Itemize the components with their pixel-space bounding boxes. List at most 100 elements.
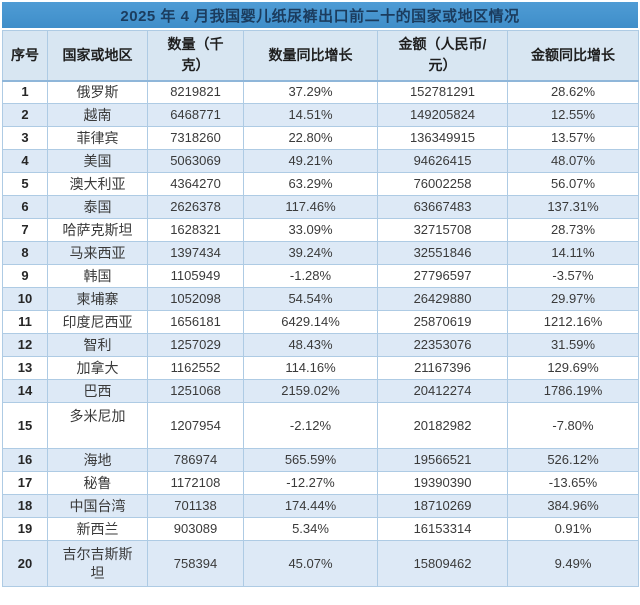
amount-yoy-cell: 31.59% <box>507 333 639 357</box>
col-header-amount-yoy: 金额同比增长 <box>507 30 639 82</box>
amount-cell: 76002258 <box>377 172 508 196</box>
table-row: 8 马来西亚 1397434 39.24% 32551846 14.11% <box>2 241 639 265</box>
index-cell: 10 <box>2 287 48 311</box>
quantity-cell: 1162552 <box>147 356 244 380</box>
index-cell: 4 <box>2 149 48 173</box>
amount-cell: 16153314 <box>377 517 508 541</box>
amount-yoy-cell: 12.55% <box>507 103 639 127</box>
country-cell: 泰国 <box>47 195 148 219</box>
country-cell: 巴西 <box>47 379 148 403</box>
table-row: 10 柬埔寨 1052098 54.54% 26429880 29.97% <box>2 287 639 311</box>
amount-cell: 19566521 <box>377 448 508 472</box>
amount-cell: 26429880 <box>377 287 508 311</box>
country-cell: 秘鲁 <box>47 471 148 495</box>
header-row: 序号 国家或地区 数量（千 克） 数量同比增长 金额（人民币/ 元） 金额同比增… <box>2 30 639 82</box>
country-cell: 中国台湾 <box>47 494 148 518</box>
amount-yoy-cell: 28.73% <box>507 218 639 242</box>
amount-cell: 27796597 <box>377 264 508 288</box>
table-row: 1 俄罗斯 8219821 37.29% 152781291 28.62% <box>2 80 639 104</box>
col-header-quantity-yoy: 数量同比增长 <box>243 30 378 82</box>
quantity-yoy-cell: -12.27% <box>243 471 378 495</box>
table-row: 4 美国 5063069 49.21% 94626415 48.07% <box>2 149 639 173</box>
quantity-yoy-cell: -1.28% <box>243 264 378 288</box>
amount-cell: 152781291 <box>377 80 508 104</box>
country-cell: 智利 <box>47 333 148 357</box>
country-cell: 加拿大 <box>47 356 148 380</box>
table-row: 19 新西兰 903089 5.34% 16153314 0.91% <box>2 517 639 541</box>
index-cell: 9 <box>2 264 48 288</box>
country-cell: 哈萨克斯坦 <box>47 218 148 242</box>
amount-cell: 63667483 <box>377 195 508 219</box>
index-cell: 14 <box>2 379 48 403</box>
quantity-yoy-cell: 5.34% <box>243 517 378 541</box>
country-cell: 吉尔吉斯斯 坦 <box>47 540 148 587</box>
country-cell: 新西兰 <box>47 517 148 541</box>
amount-cell: 18710269 <box>377 494 508 518</box>
amount-yoy-cell: 56.07% <box>507 172 639 196</box>
quantity-yoy-cell: 117.46% <box>243 195 378 219</box>
amount-yoy-cell: -3.57% <box>507 264 639 288</box>
quantity-cell: 8219821 <box>147 80 244 104</box>
country-cell: 马来西亚 <box>47 241 148 265</box>
col-header-amount: 金额（人民币/ 元） <box>377 30 508 82</box>
quantity-cell: 786974 <box>147 448 244 472</box>
index-cell: 17 <box>2 471 48 495</box>
quantity-yoy-cell: 14.51% <box>243 103 378 127</box>
index-cell: 20 <box>2 540 48 587</box>
country-cell: 越南 <box>47 103 148 127</box>
col-header-index: 序号 <box>2 30 48 82</box>
quantity-yoy-cell: 37.29% <box>243 80 378 104</box>
amount-cell: 25870619 <box>377 310 508 334</box>
quantity-yoy-cell: 565.59% <box>243 448 378 472</box>
table-row: 2 越南 6468771 14.51% 149205824 12.55% <box>2 103 639 127</box>
index-cell: 13 <box>2 356 48 380</box>
index-cell: 1 <box>2 80 48 104</box>
table-row: 6 泰国 2626378 117.46% 63667483 137.31% <box>2 195 639 219</box>
index-cell: 19 <box>2 517 48 541</box>
amount-cell: 20182982 <box>377 402 508 449</box>
amount-yoy-cell: 1212.16% <box>507 310 639 334</box>
quantity-cell: 701138 <box>147 494 244 518</box>
index-cell: 3 <box>2 126 48 150</box>
table-row: 3 菲律宾 7318260 22.80% 136349915 13.57% <box>2 126 639 150</box>
amount-cell: 136349915 <box>377 126 508 150</box>
amount-cell: 149205824 <box>377 103 508 127</box>
quantity-cell: 4364270 <box>147 172 244 196</box>
quantity-cell: 1257029 <box>147 333 244 357</box>
country-cell: 韩国 <box>47 264 148 288</box>
amount-yoy-cell: -7.80% <box>507 402 639 449</box>
amount-yoy-cell: 137.31% <box>507 195 639 219</box>
quantity-yoy-cell: 6429.14% <box>243 310 378 334</box>
quantity-yoy-cell: 54.54% <box>243 287 378 311</box>
country-cell: 印度尼西亚 <box>47 310 148 334</box>
amount-cell: 22353076 <box>377 333 508 357</box>
quantity-cell: 1172108 <box>147 471 244 495</box>
quantity-cell: 758394 <box>147 540 244 587</box>
quantity-cell: 1628321 <box>147 218 244 242</box>
index-cell: 2 <box>2 103 48 127</box>
quantity-cell: 7318260 <box>147 126 244 150</box>
table-row: 17 秘鲁 1172108 -12.27% 19390390 -13.65% <box>2 471 639 495</box>
table-row: 9 韩国 1105949 -1.28% 27796597 -3.57% <box>2 264 639 288</box>
index-cell: 5 <box>2 172 48 196</box>
quantity-cell: 1207954 <box>147 402 244 449</box>
amount-yoy-cell: 0.91% <box>507 517 639 541</box>
quantity-cell: 6468771 <box>147 103 244 127</box>
export-table: 序号 国家或地区 数量（千 克） 数量同比增长 金额（人民币/ 元） 金额同比增… <box>2 30 639 587</box>
amount-yoy-cell: 13.57% <box>507 126 639 150</box>
table-row: 13 加拿大 1162552 114.16% 21167396 129.69% <box>2 356 639 380</box>
quantity-yoy-cell: 48.43% <box>243 333 378 357</box>
quantity-cell: 2626378 <box>147 195 244 219</box>
quantity-cell: 5063069 <box>147 149 244 173</box>
amount-cell: 32551846 <box>377 241 508 265</box>
quantity-yoy-cell: 49.21% <box>243 149 378 173</box>
table-row: 16 海地 786974 565.59% 19566521 526.12% <box>2 448 639 472</box>
quantity-cell: 903089 <box>147 517 244 541</box>
amount-yoy-cell: 1786.19% <box>507 379 639 403</box>
table-row: 18 中国台湾 701138 174.44% 18710269 384.96% <box>2 494 639 518</box>
country-cell: 菲律宾 <box>47 126 148 150</box>
amount-yoy-cell: -13.65% <box>507 471 639 495</box>
col-header-country: 国家或地区 <box>47 30 148 82</box>
quantity-yoy-cell: 63.29% <box>243 172 378 196</box>
amount-cell: 15809462 <box>377 540 508 587</box>
